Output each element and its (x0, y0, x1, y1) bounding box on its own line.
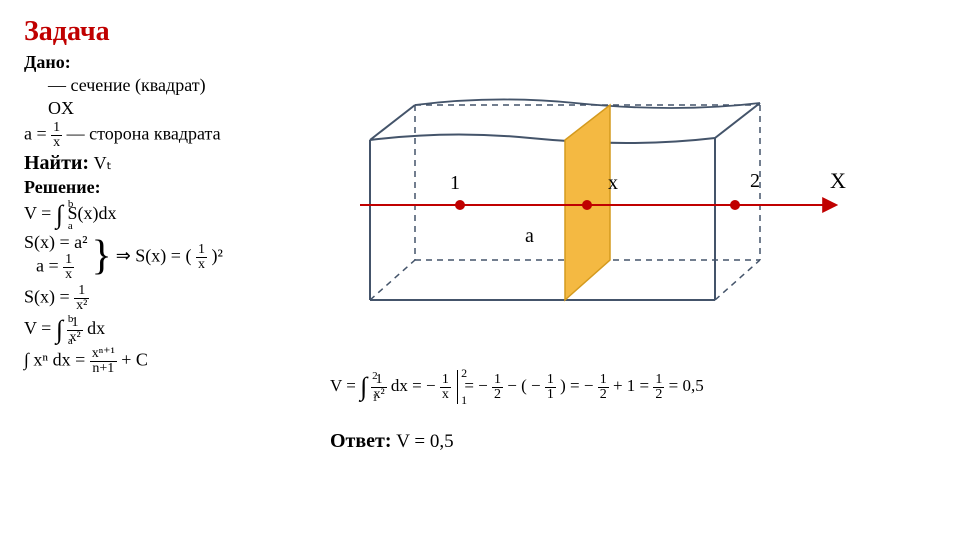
answer-line: Ответ: V = 0,5 (330, 430, 454, 453)
label-x: x (608, 172, 618, 195)
label-a: a (525, 225, 534, 248)
label-1: 1 (450, 172, 460, 195)
label-axis-x: X (830, 168, 846, 194)
solid-diagram: 1 x 2 X a (330, 60, 870, 320)
problem-title: Задача (24, 16, 936, 48)
eq-evaluation: V = ∫21 1x² dx = − 1x 21 = − 12 − ( − 11… (330, 370, 950, 404)
label-2: 2 (750, 170, 760, 193)
